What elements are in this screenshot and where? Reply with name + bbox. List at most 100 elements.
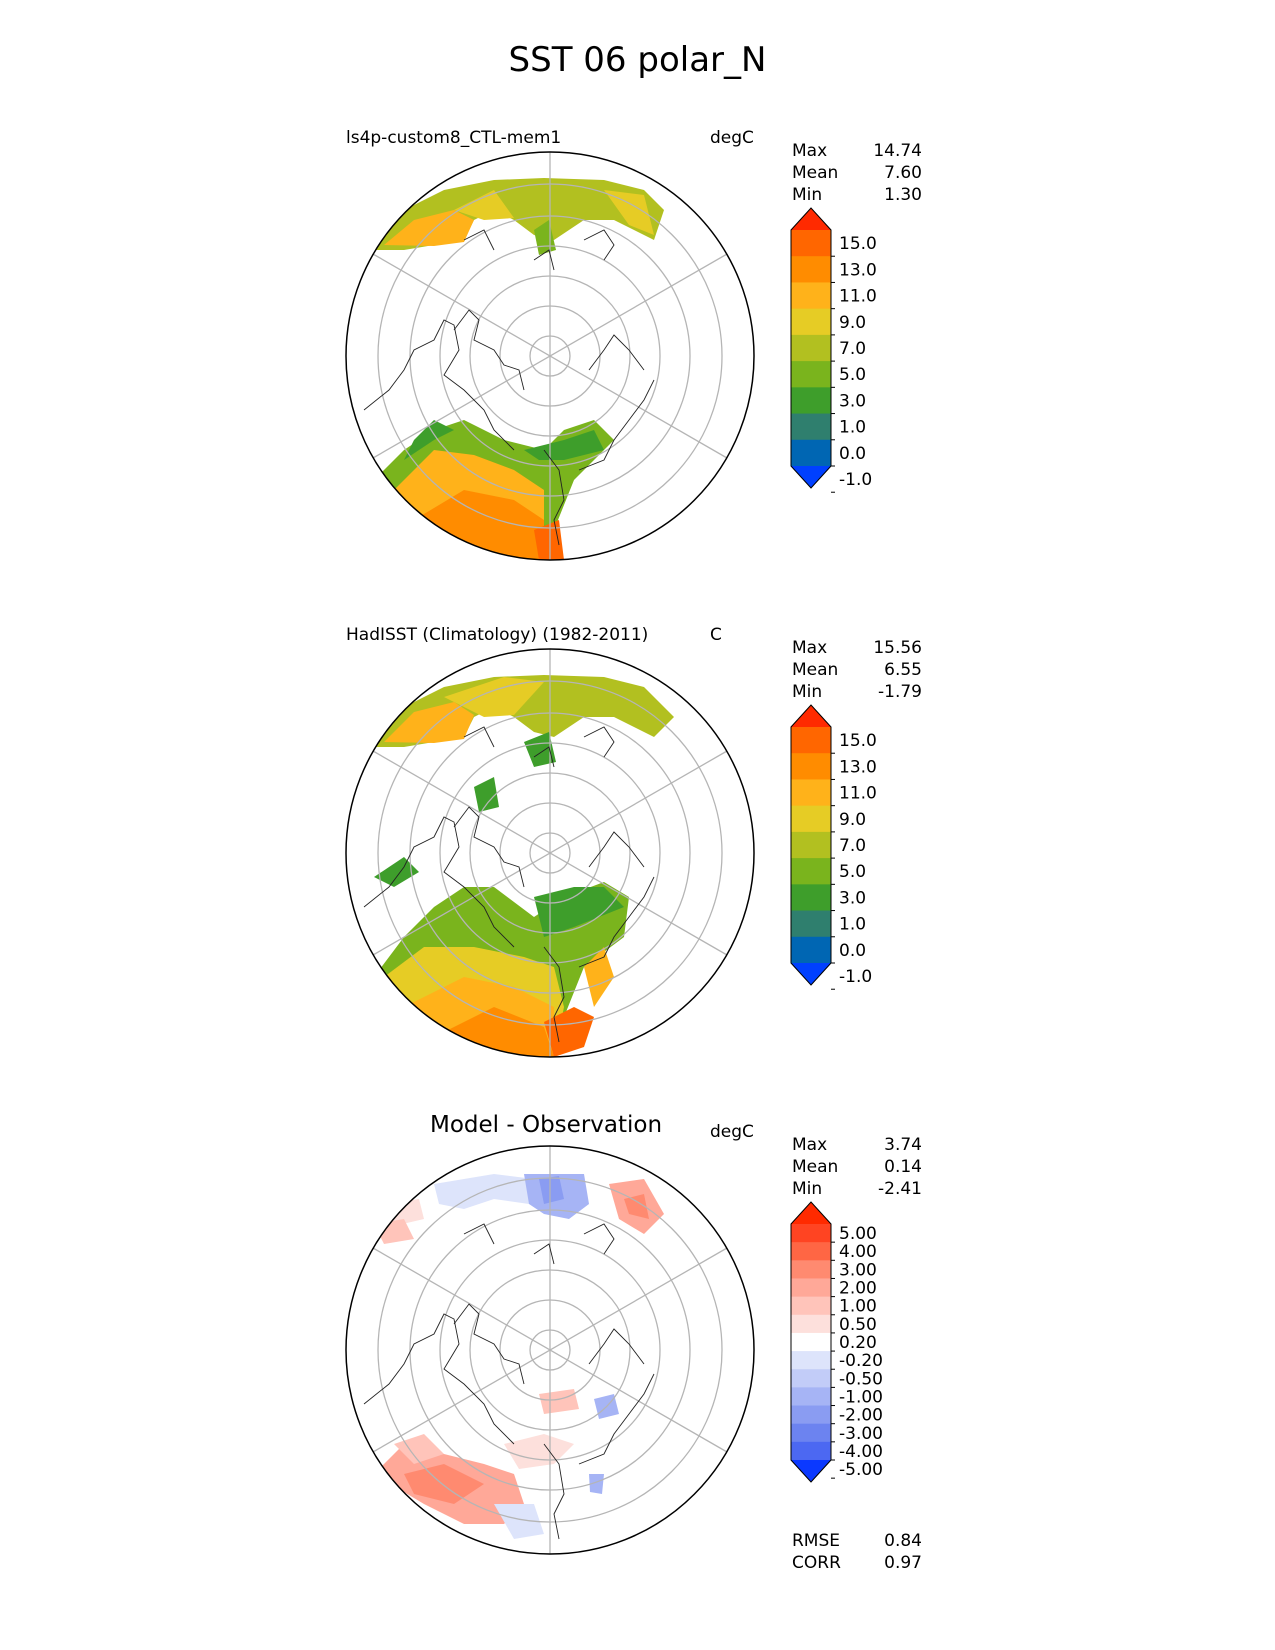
colorbar-extend-min <box>791 466 831 488</box>
colorbar-tick-label: 13.0 <box>839 260 877 280</box>
colorbar-tick-label: 15.0 <box>839 234 877 254</box>
colorbar-segment <box>791 1405 831 1425</box>
stat-value: 1.30 <box>884 185 922 205</box>
colorbar-tick-label: 1.0 <box>839 418 866 438</box>
colorbar-tick-label: -0.50 <box>839 1369 883 1389</box>
metric-value: 0.84 <box>884 1531 922 1551</box>
stat-value: -1.79 <box>878 682 922 702</box>
colorbar-segment <box>791 1314 831 1334</box>
colorbar-tick-label: -2.00 <box>839 1406 883 1426</box>
panel-title: ls4p-custom8_CTL-mem1 <box>346 128 562 148</box>
stat-value: -2.41 <box>878 1179 922 1199</box>
polar-map-difference <box>345 1145 755 1555</box>
metric-label: RMSE <box>792 1531 841 1551</box>
stat-label: Min <box>792 1179 823 1199</box>
colorbar-tick-label: -1.0 <box>839 470 872 490</box>
stat-label: Min <box>792 682 823 702</box>
colorbar-segment <box>791 1351 831 1370</box>
stat-value: 15.56 <box>873 638 922 658</box>
panel-title: HadISST (Climatology) (1982-2011) <box>346 625 649 645</box>
colorbar-tick-label: 5.0 <box>839 862 866 882</box>
colorbar-segment <box>791 1369 831 1388</box>
metric-value: 0.97 <box>884 1553 922 1573</box>
colorbar-segment <box>791 334 831 362</box>
colorbar-tick-label: 1.00 <box>839 1297 877 1317</box>
colorbar-tick-label: 3.00 <box>839 1260 877 1280</box>
stat-label: Mean <box>792 1157 839 1177</box>
colorbar-tick-label: 3.0 <box>839 888 866 908</box>
stat-value: 14.74 <box>873 141 922 161</box>
colorbar-segment <box>791 884 831 912</box>
colorbar-tick-label: 11.0 <box>839 287 877 307</box>
stats-box: Max 14.74 Mean 7.60 Min 1.30 <box>792 140 922 206</box>
colorbar-tick-label: -0.20 <box>839 1351 883 1371</box>
colorbar-tick-label: 2.00 <box>839 1279 877 1299</box>
colorbar-tick-label: -5.00 <box>839 1460 883 1480</box>
colorbar-tick-label: 13.0 <box>839 757 877 777</box>
colorbar: 5.004.003.002.001.000.500.20-0.20-0.50-1… <box>790 1201 883 1483</box>
panel-model: ls4p-custom8_CTL-mem1 degC <box>0 128 1275 608</box>
colorbar-segment <box>791 1387 831 1407</box>
stat-label: Max <box>792 638 828 658</box>
colorbar-tick-label: 5.0 <box>839 365 866 385</box>
panel-difference: Model - Observation degC <box>0 1112 1275 1602</box>
colorbar-extend-min <box>791 1460 831 1482</box>
stat-value: 3.74 <box>884 1135 922 1155</box>
colorbar-segment <box>791 805 831 833</box>
colorbar-segment <box>791 1423 831 1443</box>
panel-units: C <box>710 625 722 645</box>
colorbar-tick-label: 5.00 <box>839 1224 877 1244</box>
colorbar-segment <box>791 910 831 938</box>
colorbar-segment <box>791 439 831 467</box>
colorbar-tick-label: 0.20 <box>839 1333 877 1353</box>
colorbar-segment <box>791 936 831 964</box>
stat-label: Max <box>792 141 828 161</box>
figure-title: SST 06 polar_N <box>508 40 767 80</box>
panel-observation: HadISST (Climatology) (1982-2011) C <box>0 625 1275 1105</box>
colorbar-tick-label: 9.0 <box>839 810 866 830</box>
colorbar-segment <box>791 1278 831 1298</box>
stats-box: Max 15.56 Mean 6.55 Min -1.79 <box>792 637 922 703</box>
colorbar-segment <box>791 1224 831 1243</box>
colorbar-segment <box>791 282 831 310</box>
stat-label: Mean <box>792 660 839 680</box>
colorbar-tick-label: 9.0 <box>839 313 866 333</box>
colorbar-tick-label: 15.0 <box>839 731 877 751</box>
colorbar-tick-label: 1.0 <box>839 915 866 935</box>
colorbar-segment <box>791 1260 831 1279</box>
colorbar-segment <box>791 230 831 257</box>
colorbar-segment <box>791 1242 831 1261</box>
stat-value: 0.14 <box>884 1157 922 1177</box>
colorbar-segment <box>791 308 831 336</box>
stat-value: 7.60 <box>884 163 922 183</box>
colorbar-extend-max <box>791 208 831 230</box>
colorbar-tick-label: 7.0 <box>839 339 866 359</box>
colorbar-tick-label: -1.00 <box>839 1387 883 1407</box>
panel-units: degC <box>710 128 754 148</box>
colorbar-tick-label: 0.0 <box>839 444 866 464</box>
colorbar-tick-label: 0.0 <box>839 941 866 961</box>
colorbar-segment <box>791 858 831 885</box>
colorbar-tick-label: 3.0 <box>839 391 866 411</box>
colorbar-segment <box>791 387 831 415</box>
colorbar-segment <box>791 727 831 754</box>
colorbar: 15.0 13.0 11.0 9.0 7.0 5.0 3.0 1.0 0.0 -1.0 <box>790 207 877 493</box>
polar-map-model <box>345 151 755 561</box>
colorbar-tick-label: 7.0 <box>839 836 866 856</box>
colorbar-extend-max <box>791 1202 831 1224</box>
stat-label: Max <box>792 1135 828 1155</box>
colorbar: 15.0 13.0 11.0 9.0 7.0 5.0 3.0 1.0 0.0 -1.0 <box>790 704 877 990</box>
colorbar-tick-label: -4.00 <box>839 1442 883 1462</box>
stat-label: Min <box>792 185 823 205</box>
colorbar-segment <box>791 831 831 859</box>
colorbar-tick-label: -3.00 <box>839 1424 883 1444</box>
polar-map-observation <box>345 648 755 1058</box>
colorbar-tick-label: -1.0 <box>839 967 872 987</box>
colorbar-segment <box>791 1296 831 1316</box>
colorbar-tick-label: 11.0 <box>839 784 877 804</box>
stats-box: Max 3.74 Mean 0.14 Min -2.41 <box>792 1134 922 1200</box>
colorbar-segment <box>791 753 831 780</box>
colorbar-segment <box>791 256 831 283</box>
stat-label: Mean <box>792 163 839 183</box>
panel-title: Model - Observation <box>430 1112 663 1138</box>
